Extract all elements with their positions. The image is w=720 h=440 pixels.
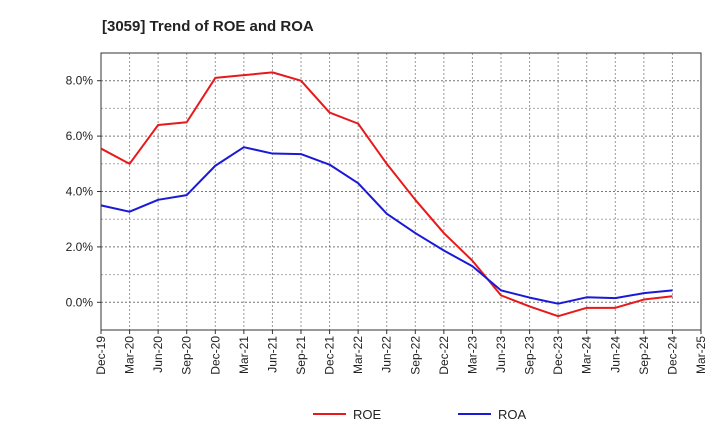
x-tick-label: Mar-22 [351,336,365,374]
legend-label-roe: ROE [353,407,382,422]
legend: ROE ROA [313,407,527,422]
x-tick-label: Dec-20 [208,336,222,375]
x-tick-label: Jun-22 [380,336,394,373]
y-axis: 0.0% 2.0% 4.0% 6.0% 8.0% [66,74,101,309]
y-tick-label: 8.0% [66,74,94,88]
x-tick-label: Jun-24 [608,336,622,373]
legend-label-roa: ROA [498,407,527,422]
x-tick-label: Sep-23 [523,336,537,375]
x-tick-label: Dec-23 [551,336,565,375]
x-tick-label: Sep-24 [637,336,651,375]
series-line-roa [100,146,673,305]
chart-title: [3059] Trend of ROE and ROA [102,18,314,35]
x-tick-label: Mar-25 [694,336,708,374]
x-axis: Dec-19 Mar-20 Jun-20 Sep-20 Dec-20 Mar-21 Jun-… [94,330,708,375]
x-tick-label: Jun-20 [151,336,165,373]
grid [101,53,701,330]
x-tick-label: Jun-21 [265,336,279,373]
x-tick-label: Dec-24 [665,336,679,375]
x-tick-label: Sep-22 [408,336,422,375]
x-tick-label: Mar-21 [237,336,251,374]
x-tick-label: Dec-19 [94,336,108,375]
y-tick-label: 6.0% [66,129,94,143]
series-line-roe [100,71,673,318]
x-tick-label: Jun-23 [494,336,508,373]
x-tick-label: Mar-24 [580,336,594,374]
x-tick-label: Sep-21 [294,336,308,375]
y-tick-label: 4.0% [66,185,94,199]
x-tick-label: Mar-23 [465,336,479,374]
y-tick-label: 0.0% [66,295,94,309]
series-layer [100,71,673,318]
x-tick-label: Dec-21 [323,336,337,375]
x-tick-label: Dec-22 [437,336,451,375]
y-tick-label: 2.0% [66,240,94,254]
x-tick-label: Sep-20 [180,336,194,375]
x-tick-label: Mar-20 [123,336,137,374]
